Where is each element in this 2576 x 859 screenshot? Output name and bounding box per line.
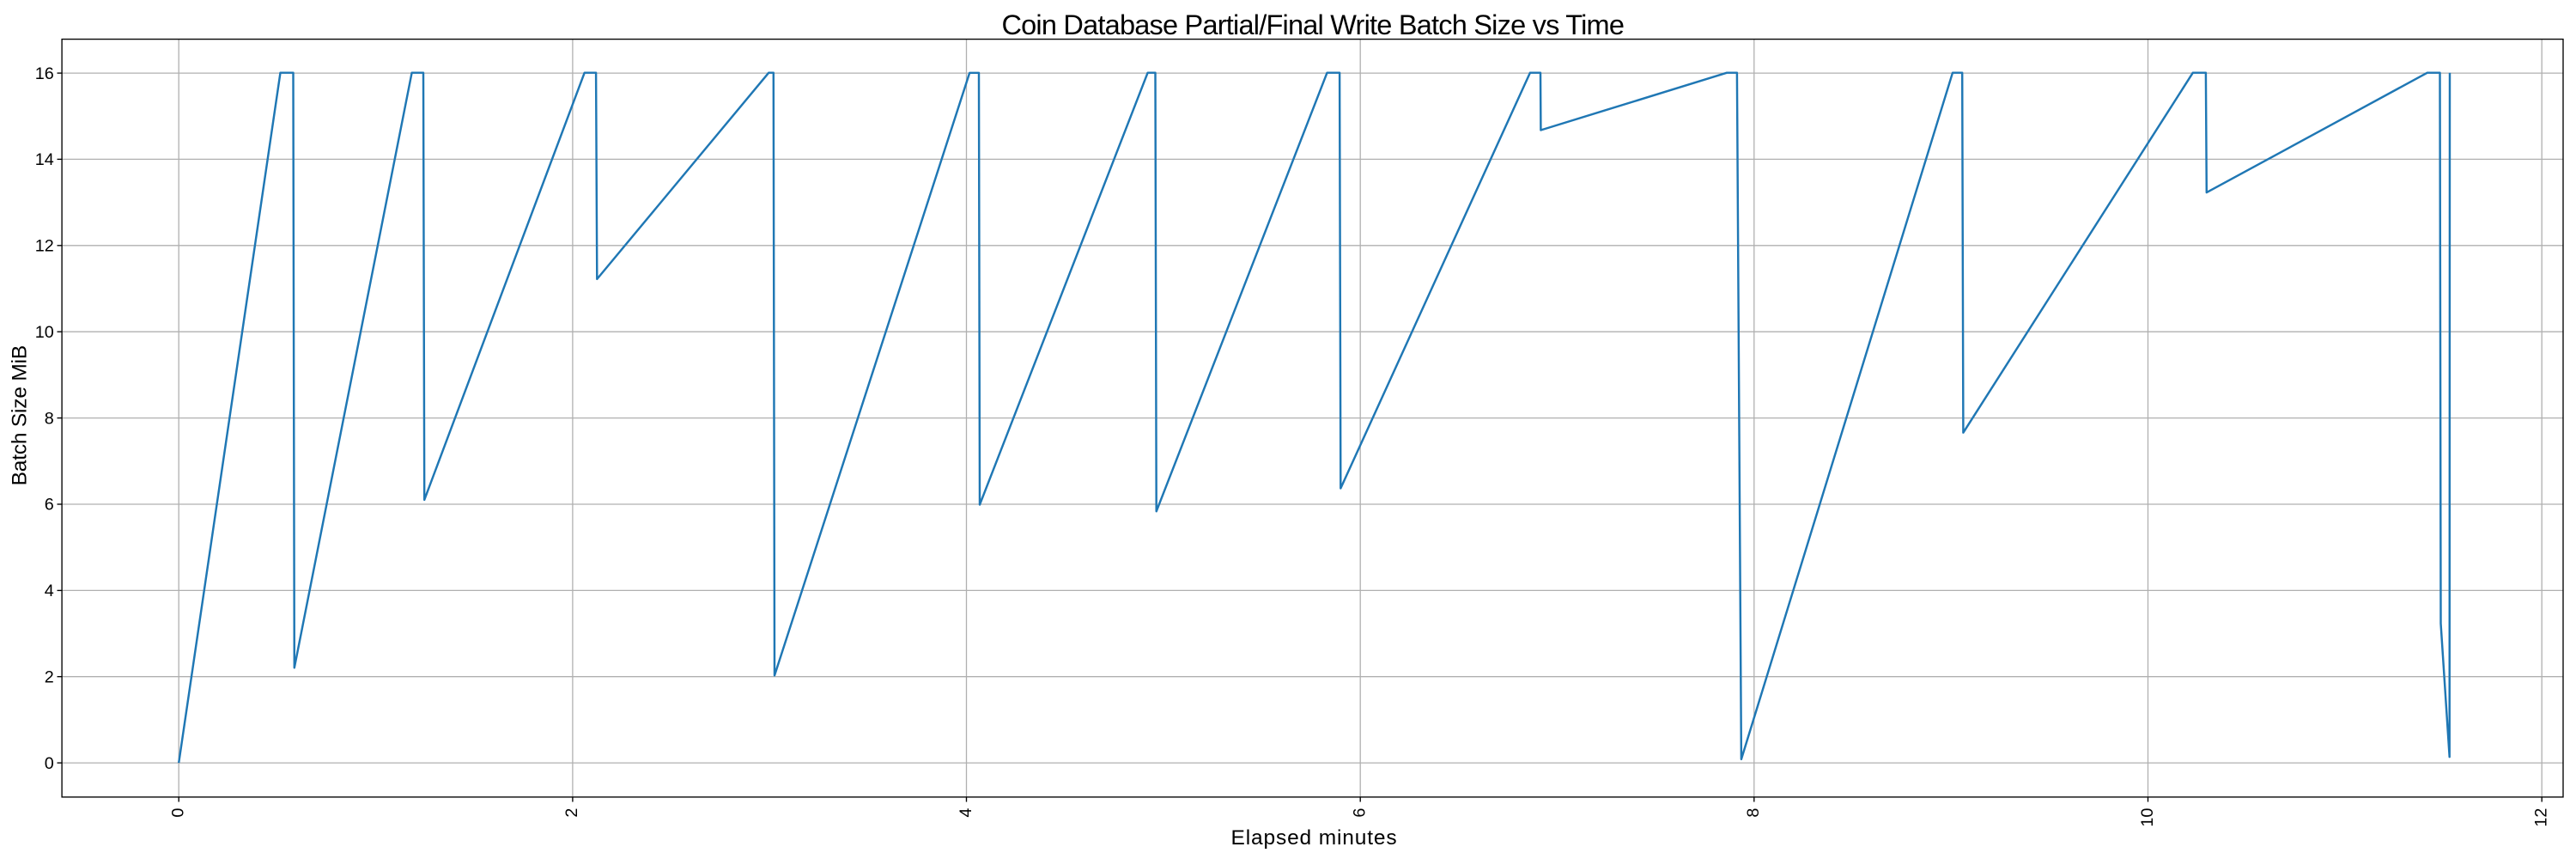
svg-text:Elapsed minutes: Elapsed minutes [1231,826,1398,850]
svg-text:10: 10 [2138,808,2157,827]
svg-text:12: 12 [35,237,54,256]
svg-text:6: 6 [1351,808,1370,818]
svg-text:14: 14 [35,150,54,169]
svg-text:Coin Database Partial/Final Wr: Coin Database Partial/Final Write Batch … [1001,9,1624,40]
svg-text:10: 10 [35,323,54,342]
svg-text:2: 2 [45,667,54,686]
svg-text:Batch Size MiB: Batch Size MiB [9,345,32,485]
svg-text:4: 4 [45,582,54,600]
svg-text:4: 4 [957,808,975,818]
svg-text:12: 12 [2532,808,2551,827]
svg-text:0: 0 [169,808,188,818]
svg-text:0: 0 [45,754,54,773]
svg-text:16: 16 [35,64,54,83]
svg-text:2: 2 [562,808,581,818]
svg-text:6: 6 [45,496,54,515]
svg-text:8: 8 [45,409,54,428]
svg-text:8: 8 [1744,808,1763,818]
